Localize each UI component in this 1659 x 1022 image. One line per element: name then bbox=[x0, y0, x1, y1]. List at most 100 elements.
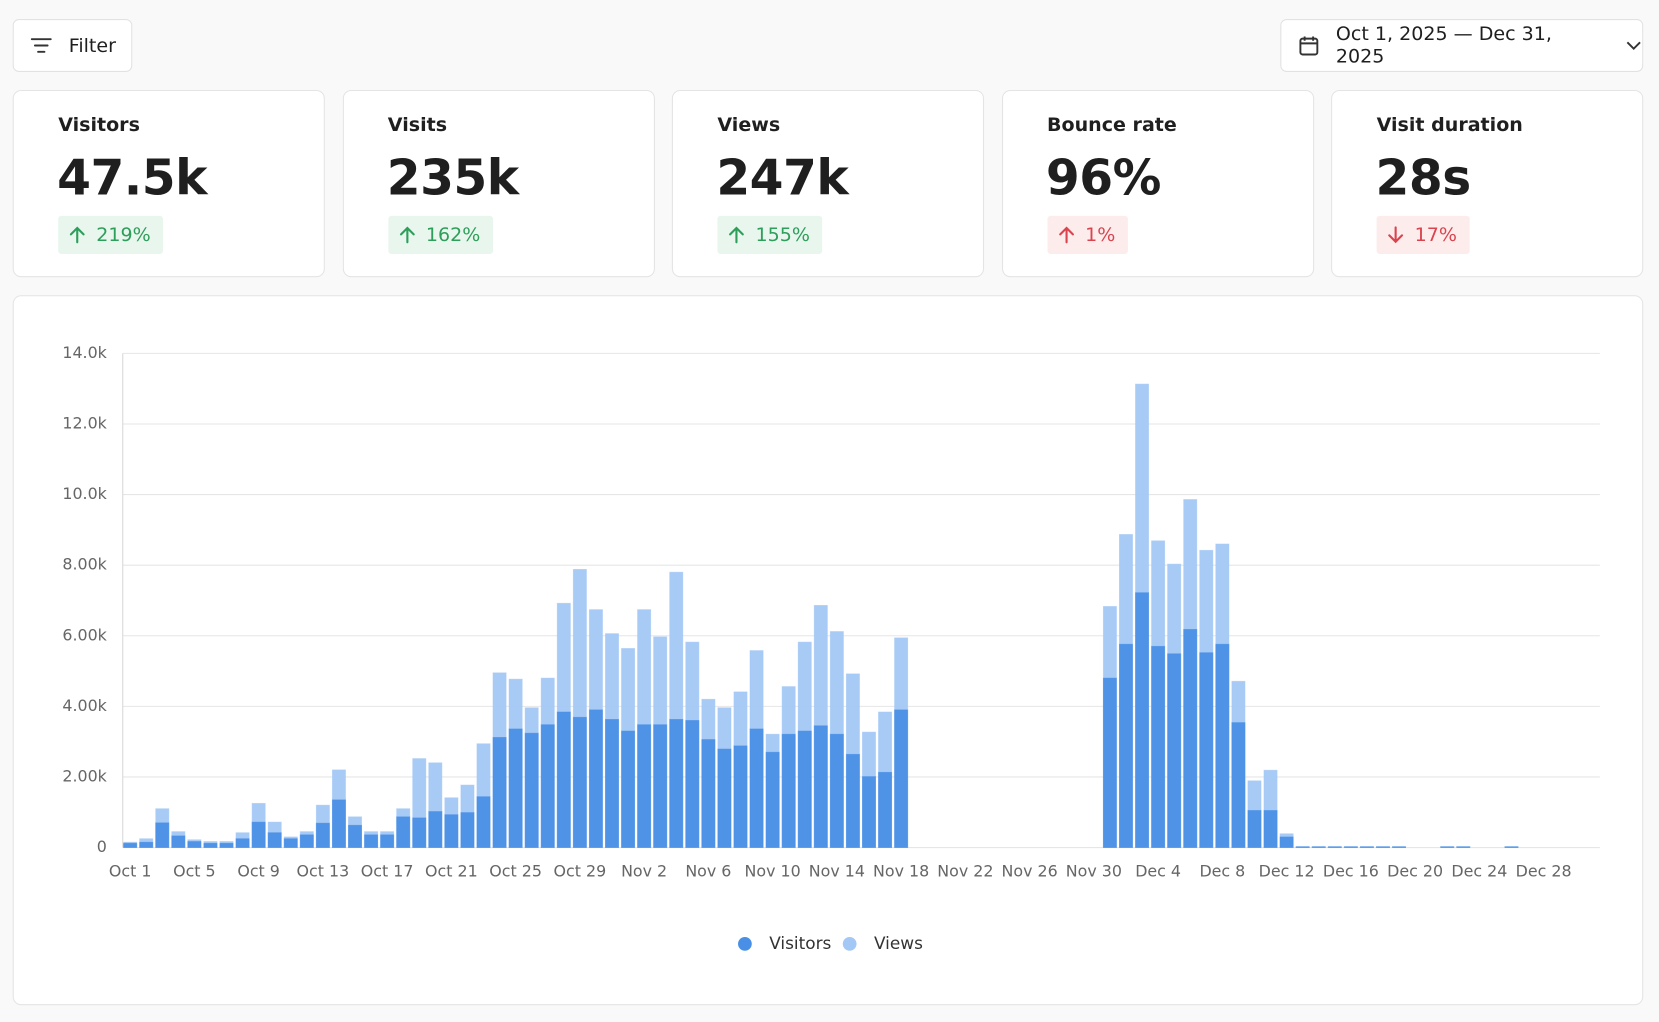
bar bbox=[717, 748, 732, 848]
bar bbox=[460, 812, 475, 848]
x-tick-label: Nov 26 bbox=[1002, 861, 1058, 880]
bar bbox=[171, 835, 186, 848]
chart: 0 2.00k 4.00k 6.00k 8.00k 10.0k 12.0k 14.0k Oct … bbox=[62, 343, 1600, 953]
bar bbox=[1295, 846, 1310, 848]
bar bbox=[492, 736, 507, 848]
stat-value: 47.5k bbox=[57, 149, 207, 207]
calendar-icon bbox=[1299, 36, 1319, 56]
x-tick-label: Dec 20 bbox=[1387, 861, 1443, 880]
date-range: Oct 1, 2025 — Dec 31, 2025 bbox=[1335, 23, 1552, 68]
stat-change-value: 1% bbox=[1085, 223, 1116, 247]
stat-change-value: 219% bbox=[96, 223, 151, 247]
x-tick-label: Nov 10 bbox=[745, 861, 801, 880]
x-tick-label: Oct 17 bbox=[361, 861, 414, 880]
x-tick-label: Nov 18 bbox=[873, 861, 929, 880]
bar bbox=[1183, 628, 1198, 848]
y-tick-label: 10.0k bbox=[62, 484, 107, 503]
bar bbox=[572, 716, 587, 848]
bar bbox=[380, 834, 395, 848]
bar bbox=[1151, 645, 1166, 848]
bar bbox=[1263, 810, 1278, 848]
bar bbox=[219, 842, 234, 848]
bar bbox=[1199, 652, 1214, 848]
x-tick-label: Oct 9 bbox=[237, 861, 280, 880]
bar bbox=[1102, 677, 1117, 848]
y-tick-label: 14.0k bbox=[62, 343, 107, 362]
bar bbox=[1215, 643, 1230, 848]
bar bbox=[1167, 653, 1182, 848]
stat-change: 162% bbox=[387, 215, 494, 254]
stat-label: Visitors bbox=[58, 114, 140, 137]
bar bbox=[588, 709, 603, 848]
y-tick-label: 12.0k bbox=[62, 413, 107, 432]
bar bbox=[1279, 836, 1294, 848]
bar bbox=[412, 817, 427, 848]
bar bbox=[428, 811, 443, 848]
stat-change: 155% bbox=[717, 215, 823, 254]
bar bbox=[1440, 846, 1455, 848]
stat-card: Bounce rate 96% 1% bbox=[1001, 89, 1314, 278]
filter-label: Filter bbox=[68, 34, 116, 57]
bar bbox=[813, 725, 828, 848]
bar bbox=[139, 841, 154, 848]
bar bbox=[1392, 846, 1407, 848]
bar bbox=[315, 822, 330, 848]
bar bbox=[524, 732, 539, 848]
bar bbox=[1343, 846, 1358, 848]
y-tick-label: 2.00k bbox=[62, 766, 107, 785]
date-range-button[interactable]: Oct 1, 2025 — Dec 31, 2025 bbox=[1280, 19, 1644, 72]
bar bbox=[749, 728, 764, 848]
bar bbox=[1247, 810, 1262, 848]
bar bbox=[123, 842, 138, 848]
bar bbox=[540, 724, 555, 848]
bar bbox=[155, 822, 170, 848]
arrow-path bbox=[1388, 226, 1404, 244]
bar bbox=[251, 821, 266, 848]
bar bbox=[685, 720, 700, 848]
chart-card: 0 2.00k 4.00k 6.00k 8.00k 10.0k 12.0k 14.0k Oct … bbox=[12, 295, 1644, 1006]
filter-icon bbox=[30, 38, 52, 53]
stat-card: Visitors 47.5k 219% bbox=[12, 89, 325, 278]
bar bbox=[1231, 722, 1246, 848]
bar bbox=[187, 841, 202, 848]
bar bbox=[444, 814, 459, 848]
stat-label: Views bbox=[717, 114, 781, 137]
bar bbox=[701, 739, 716, 848]
trend-arrow bbox=[399, 226, 415, 244]
trend-arrow bbox=[1388, 226, 1404, 244]
x-tick-label: Dec 24 bbox=[1451, 861, 1507, 880]
bar bbox=[299, 834, 314, 848]
bar bbox=[1311, 846, 1326, 848]
bar bbox=[845, 753, 860, 848]
x-tick-label: Oct 13 bbox=[297, 861, 350, 880]
stat-label: Visits bbox=[387, 114, 448, 137]
x-tick-label: Oct 21 bbox=[425, 861, 478, 880]
bar bbox=[605, 718, 619, 848]
stat-label: Visit duration bbox=[1376, 114, 1523, 137]
trend-arrow bbox=[729, 226, 744, 244]
x-tick-label: Dec 12 bbox=[1259, 861, 1315, 880]
bar bbox=[797, 730, 812, 848]
bar bbox=[508, 728, 523, 848]
bar bbox=[283, 838, 298, 848]
bar bbox=[556, 711, 571, 848]
trend-arrow bbox=[1058, 226, 1074, 244]
bar bbox=[862, 776, 876, 848]
x-tick-label: Dec 16 bbox=[1323, 861, 1379, 880]
stat-card: Visits 235k 162% bbox=[342, 89, 655, 278]
bar bbox=[1135, 592, 1150, 848]
bar bbox=[267, 832, 282, 848]
bar bbox=[894, 709, 909, 848]
x-tick-label: Nov 14 bbox=[809, 861, 865, 880]
bar bbox=[1327, 846, 1342, 848]
bar bbox=[348, 824, 362, 848]
stat-card: Visit duration 28s 17% bbox=[1331, 89, 1644, 278]
x-tick-label: Nov 2 bbox=[621, 861, 667, 880]
stat-change-value: 155% bbox=[755, 223, 810, 247]
chevron-icon bbox=[1627, 41, 1642, 51]
bar bbox=[669, 718, 684, 848]
bar bbox=[878, 771, 893, 848]
bar bbox=[1375, 846, 1390, 848]
filter-button[interactable]: Filter bbox=[12, 19, 133, 72]
